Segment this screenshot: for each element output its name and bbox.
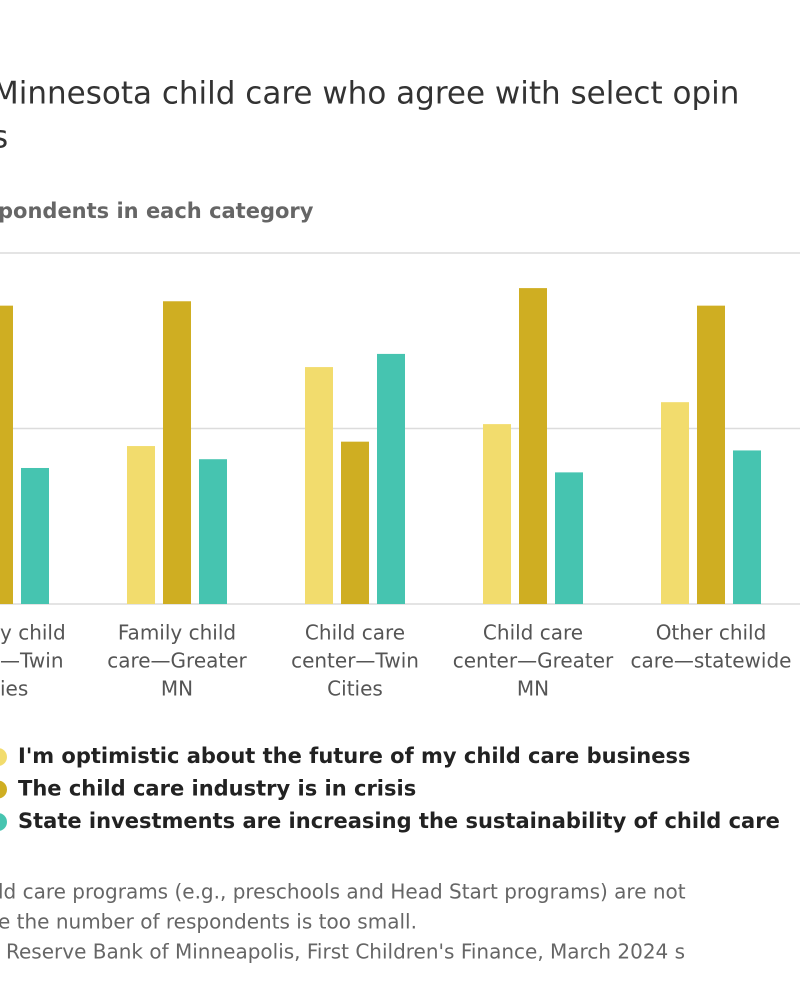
legend-swatch xyxy=(0,780,7,799)
x-tick-label: center—Greater xyxy=(453,649,614,673)
x-tick-label: —Twin xyxy=(0,649,64,673)
chart-subtitle: pondents in each category xyxy=(0,199,314,223)
legend-label: State investments are increasing the sus… xyxy=(18,809,780,833)
x-tick-label: Family child xyxy=(118,621,236,645)
bar xyxy=(733,450,761,604)
bar xyxy=(127,446,155,604)
bar xyxy=(199,459,227,604)
bar xyxy=(519,288,547,604)
legend-swatch xyxy=(0,748,7,766)
bar xyxy=(483,424,511,604)
bar xyxy=(305,367,333,604)
chart-title: s xyxy=(0,120,8,156)
legend-label: I'm optimistic about the future of my ch… xyxy=(18,744,690,768)
legend-label: The child care industry is in crisis xyxy=(18,777,416,801)
footnote: Reserve Bank of Minneapolis, First Child… xyxy=(6,940,685,964)
bar xyxy=(555,472,583,604)
footnote: e the number of respondents is too small… xyxy=(0,910,417,934)
bar xyxy=(661,402,689,604)
x-tick-label: ies xyxy=(0,677,28,701)
x-tick-label: MN xyxy=(517,677,549,701)
x-tick-label: care—Greater xyxy=(107,649,247,673)
x-tick-label: Child care xyxy=(305,621,405,645)
bar xyxy=(163,301,191,604)
bar xyxy=(21,467,49,604)
x-tick-label: Other child xyxy=(656,621,767,645)
footnote: ld care programs (e.g., preschools and H… xyxy=(0,880,686,904)
chart-title: Minnesota child care who agree with sele… xyxy=(0,76,739,112)
x-tick-label: y child xyxy=(0,621,66,645)
bar xyxy=(377,353,405,604)
bar xyxy=(0,305,13,604)
x-tick-label: Child care xyxy=(483,621,583,645)
bar xyxy=(697,305,725,604)
x-tick-label: Cities xyxy=(327,677,383,701)
bar xyxy=(341,441,369,604)
x-tick-label: care—statewide xyxy=(631,649,792,673)
x-tick-label: MN xyxy=(161,677,193,701)
legend-swatch xyxy=(0,813,7,831)
x-tick-label: center—Twin xyxy=(291,649,419,673)
